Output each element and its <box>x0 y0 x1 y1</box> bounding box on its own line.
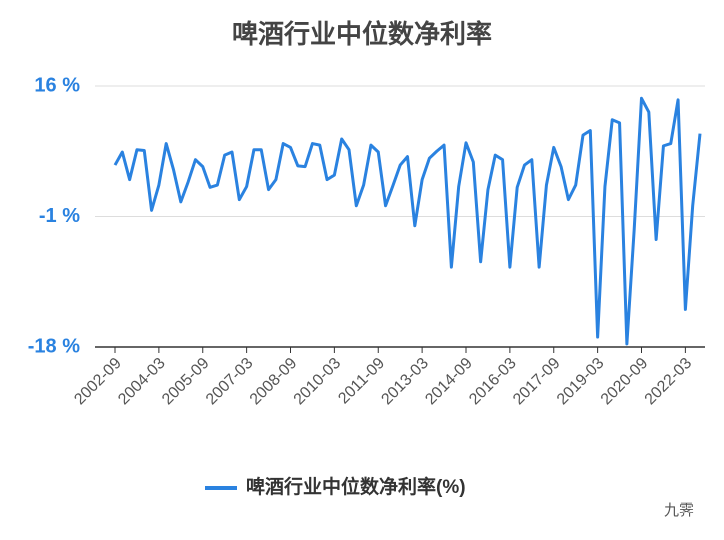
watermark: 九霁 <box>664 502 694 519</box>
legend-label: 啤酒行业中位数净利率(%) <box>246 475 466 498</box>
y-tick-label: -18 % <box>28 335 80 357</box>
y-tick-label: -1 % <box>39 205 80 227</box>
y-tick-label: 16 % <box>34 74 80 96</box>
data-line <box>113 96 702 346</box>
chart-title: 啤酒行业中位数净利率 <box>232 19 492 49</box>
